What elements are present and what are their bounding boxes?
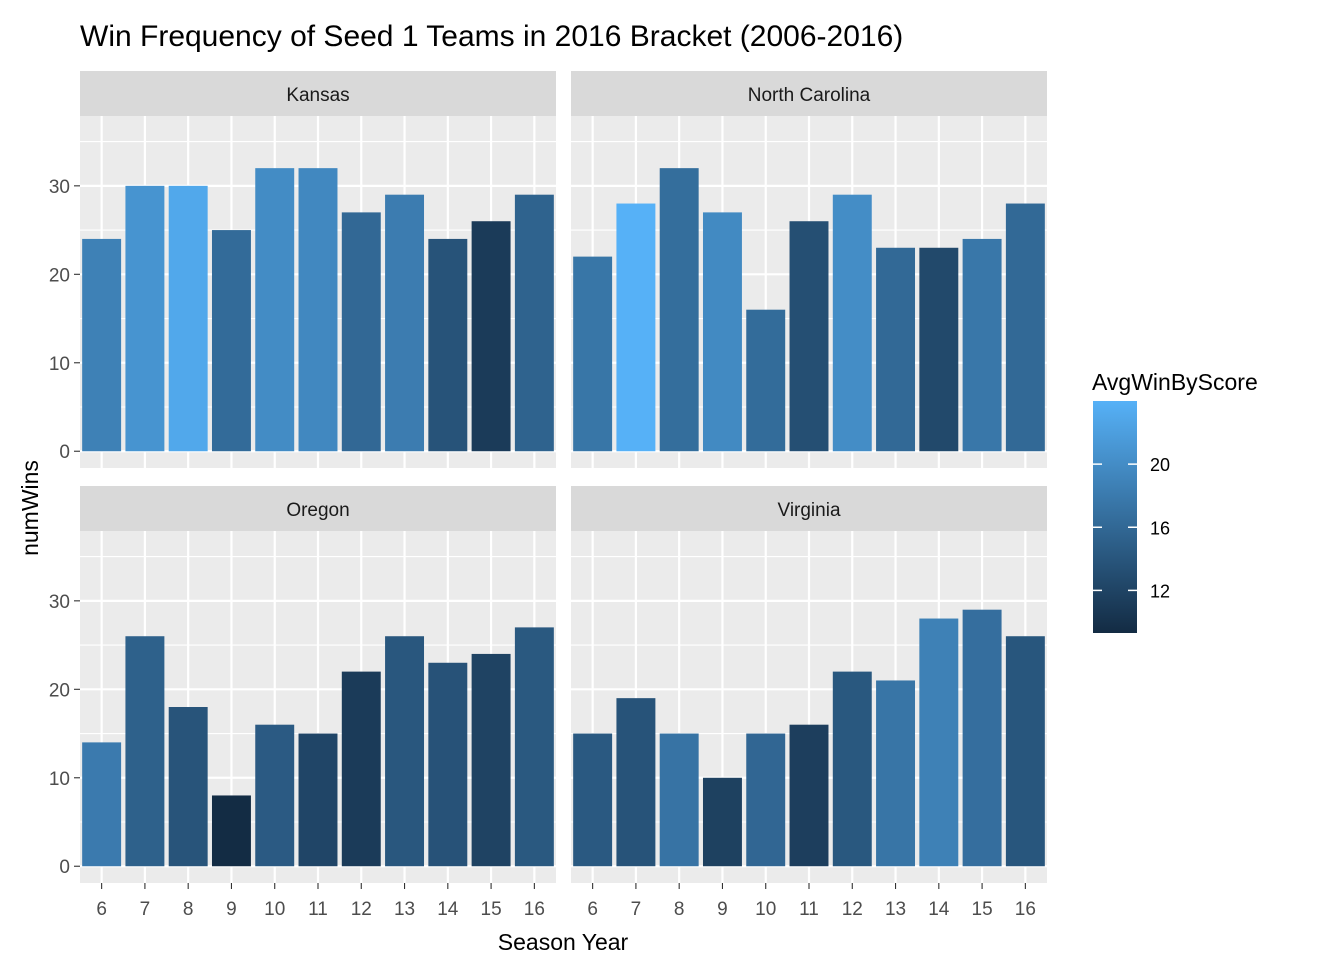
- y-tick-label: 20: [49, 680, 70, 701]
- bar-virginia-12: [832, 671, 872, 867]
- facet-strip: [571, 71, 1047, 116]
- legend-ticks: 12 16 20: [1093, 455, 1170, 601]
- legend-colorbar: [1093, 401, 1137, 633]
- bar-north-carolina-12: [832, 194, 872, 452]
- bar-north-carolina-13: [876, 247, 916, 452]
- facet-panels: Kansas 0 10 20 30 North Carolina Oregon 0 10 20 30…: [49, 71, 1047, 920]
- legend-tick-label: 12: [1150, 581, 1170, 601]
- x-tick-label: 13: [885, 899, 906, 920]
- y-tick-label: 10: [49, 769, 70, 790]
- bar-oregon-12: [341, 671, 381, 867]
- x-tick-label: 14: [437, 899, 459, 920]
- chart-title: Win Frequency of Seed 1 Teams in 2016 Br…: [80, 20, 903, 53]
- bar-oregon-16: [514, 627, 554, 867]
- x-tick-label: 10: [264, 899, 285, 920]
- bar-oregon-6: [82, 742, 122, 867]
- bar-oregon-11: [298, 733, 338, 867]
- y-tick-label: 0: [59, 442, 70, 463]
- x-tick-label: 11: [799, 899, 819, 920]
- bar-oregon-10: [255, 724, 295, 867]
- x-tick-label: 12: [842, 899, 863, 920]
- y-tick-label: 30: [49, 177, 70, 198]
- bar-oregon-15: [471, 653, 511, 867]
- facet-strip-label: Virginia: [777, 500, 840, 521]
- bar-north-carolina-8: [659, 168, 699, 452]
- bar-kansas-11: [298, 168, 338, 452]
- bar-kansas-8: [168, 185, 208, 452]
- facet-north-carolina: North Carolina: [571, 71, 1047, 468]
- x-tick-label: 6: [96, 899, 107, 920]
- x-tick-label: 14: [928, 899, 950, 920]
- facet-kansas: Kansas 0 10 20 30: [49, 71, 556, 468]
- bar-virginia-6: [573, 733, 613, 867]
- bar-virginia-7: [616, 698, 656, 867]
- x-tick-label: 7: [140, 899, 151, 920]
- legend-title: AvgWinByScore: [1092, 369, 1258, 395]
- bar-kansas-14: [428, 238, 468, 452]
- y-tick-label: 10: [49, 354, 70, 375]
- bar-kansas-15: [471, 221, 511, 452]
- x-tick-label: 15: [972, 899, 993, 920]
- legend-tick-label: 16: [1150, 518, 1170, 538]
- bar-north-carolina-9: [702, 212, 742, 452]
- x-tick-label: 6: [587, 899, 598, 920]
- facet-strip-label: North Carolina: [748, 85, 871, 106]
- bar-oregon-7: [125, 636, 165, 867]
- bar-virginia-8: [659, 733, 699, 867]
- facet-strip: [80, 71, 556, 116]
- facet-virginia: Virginia 6 7 8 9 10 11 12 13 14 15 16: [571, 486, 1047, 920]
- x-tick-label: 9: [717, 899, 728, 920]
- x-tick-label: 16: [1015, 899, 1036, 920]
- bar-north-carolina-6: [573, 256, 613, 452]
- x-tick-label: 15: [481, 899, 502, 920]
- y-tick-label: 0: [59, 857, 70, 878]
- facet-strip: [571, 486, 1047, 531]
- y-axis-title: numWins: [17, 460, 43, 556]
- x-tick-label: 8: [674, 899, 685, 920]
- bar-north-carolina-11: [789, 221, 829, 452]
- facet-oregon: Oregon 0 10 20 30 6 7 8 9 10 11 12 13 14 15 16: [49, 486, 556, 920]
- bar-virginia-14: [919, 618, 959, 867]
- bar-virginia-10: [746, 733, 786, 867]
- bar-kansas-9: [211, 230, 251, 452]
- bar-north-carolina-16: [1005, 203, 1045, 452]
- x-axis-title: Season Year: [498, 929, 629, 955]
- x-tick-label: 10: [755, 899, 776, 920]
- x-tick-label: 11: [308, 899, 328, 920]
- bar-virginia-13: [876, 680, 916, 867]
- bar-virginia-16: [1005, 636, 1045, 867]
- bar-kansas-16: [514, 194, 554, 452]
- bar-kansas-12: [341, 212, 381, 452]
- bar-north-carolina-15: [962, 238, 1002, 452]
- x-tick-label: 13: [394, 899, 415, 920]
- bar-oregon-13: [385, 636, 425, 867]
- bar-virginia-9: [702, 777, 742, 867]
- bar-north-carolina-10: [746, 309, 786, 452]
- x-tick-label: 8: [183, 899, 194, 920]
- bar-oregon-9: [211, 795, 251, 867]
- bar-north-carolina-7: [616, 203, 656, 452]
- bar-virginia-11: [789, 724, 829, 867]
- y-tick-label: 20: [49, 265, 70, 286]
- bar-kansas-7: [125, 185, 165, 452]
- x-tick-label: 9: [226, 899, 237, 920]
- y-tick-label: 30: [49, 592, 70, 613]
- x-tick-label: 7: [631, 899, 642, 920]
- bar-oregon-8: [168, 707, 208, 867]
- bar-kansas-6: [82, 238, 122, 452]
- facet-strip-label: Kansas: [286, 85, 349, 106]
- bar-north-carolina-14: [919, 247, 959, 452]
- color-legend: AvgWinByScore 12 16 20: [1092, 369, 1258, 633]
- facet-strip: [80, 486, 556, 531]
- facet-strip-label: Oregon: [286, 500, 349, 521]
- x-tick-label: 12: [351, 899, 372, 920]
- bar-virginia-15: [962, 609, 1002, 867]
- bar-kansas-10: [255, 168, 295, 452]
- bar-kansas-13: [385, 194, 425, 452]
- bar-oregon-14: [428, 662, 468, 867]
- legend-tick-label: 20: [1150, 455, 1170, 475]
- x-tick-label: 16: [524, 899, 545, 920]
